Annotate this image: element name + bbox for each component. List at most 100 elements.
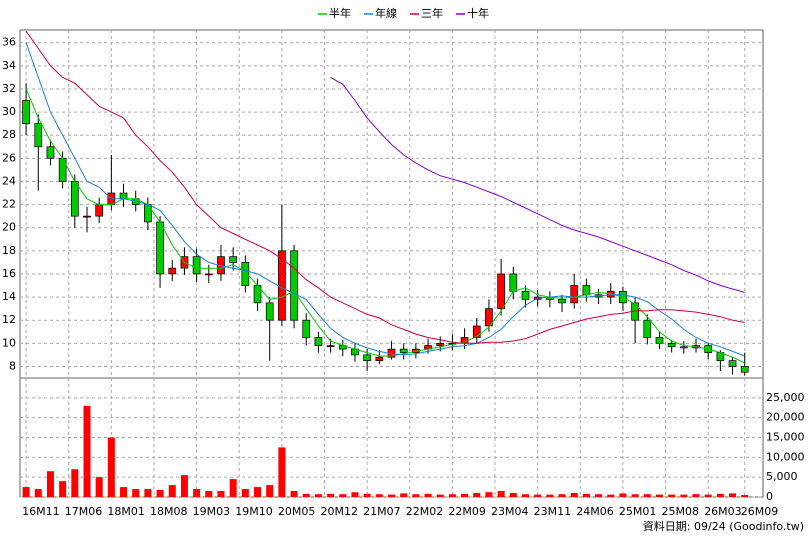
volume-bar xyxy=(180,475,188,497)
candle-body xyxy=(168,267,177,275)
volume-bar xyxy=(241,489,249,497)
volume-bar xyxy=(193,489,201,497)
legend-label: 年線 xyxy=(375,6,397,20)
x-tick-label: 23M11 xyxy=(534,505,572,518)
candle-body xyxy=(95,204,104,217)
y-tick-label: 32 xyxy=(2,82,16,95)
x-tick-label: 19M03 xyxy=(193,505,231,518)
y-tick-label: 34 xyxy=(2,59,16,72)
volume-tick-label: 20,000 xyxy=(766,411,805,424)
candle-body xyxy=(314,337,323,346)
volume-bar xyxy=(278,447,286,497)
volume-bar xyxy=(339,494,347,497)
volume-bar xyxy=(168,485,176,497)
volume-bar xyxy=(668,494,676,497)
x-tick-label: 20M05 xyxy=(278,505,316,518)
volume-bar xyxy=(388,494,395,497)
x-tick-label: 22M09 xyxy=(448,505,486,518)
x-tick-label: 23M04 xyxy=(491,505,529,518)
y-tick-label: 28 xyxy=(2,128,16,141)
x-tick-label: 25M08 xyxy=(662,505,700,518)
candle-body xyxy=(643,319,652,338)
y-tick-label: 14 xyxy=(2,290,16,303)
volume-bar xyxy=(643,494,651,497)
candle-body xyxy=(509,273,518,292)
candle-body xyxy=(655,337,664,344)
candle-body xyxy=(22,100,30,124)
volume-bar xyxy=(558,494,566,497)
ma-line xyxy=(25,42,745,357)
x-tick-label: 26M09 xyxy=(741,505,779,518)
y-tick-label: 12 xyxy=(2,313,16,326)
ma-line xyxy=(25,30,745,344)
volume-bar xyxy=(95,477,103,497)
volume-bar xyxy=(351,492,359,497)
candle-body xyxy=(119,192,128,200)
volume-bar xyxy=(680,494,688,497)
volume-tick-label: 10,000 xyxy=(766,450,805,463)
volume-bar xyxy=(83,405,91,497)
candle-body xyxy=(70,181,79,217)
x-tick-label: 19M10 xyxy=(235,505,273,518)
candle-body xyxy=(265,302,274,321)
volume-bar xyxy=(229,479,237,497)
candle-body xyxy=(740,366,749,373)
x-tick-label: 26M03 xyxy=(704,505,742,518)
candle-body xyxy=(290,250,298,321)
volume-bar xyxy=(363,493,371,497)
volume-bar xyxy=(46,471,54,497)
x-tick-label: 16M11 xyxy=(22,505,60,518)
volume-bar xyxy=(412,494,420,497)
candle-body xyxy=(34,123,43,148)
volume-bar xyxy=(570,493,578,497)
volume-bar xyxy=(132,489,140,497)
volume-bar xyxy=(729,493,737,497)
volume-bar xyxy=(448,494,456,497)
y-tick-label: 26 xyxy=(2,151,16,164)
legend-label: 三年 xyxy=(421,6,443,20)
y-tick-label: 18 xyxy=(2,244,16,257)
volume-bar xyxy=(607,494,615,497)
candle-body xyxy=(667,342,676,348)
volume-bar xyxy=(509,493,517,497)
volume-bar xyxy=(34,489,42,497)
x-tick-label: 24M06 xyxy=(576,505,614,518)
volume-bar xyxy=(595,494,603,497)
volume-bar xyxy=(692,494,700,497)
volume-bar xyxy=(22,487,30,497)
x-tick-label: 17M06 xyxy=(65,505,103,518)
candle-body xyxy=(302,319,311,338)
candle-body xyxy=(497,273,505,309)
volume-bar xyxy=(741,495,749,497)
candle-body xyxy=(229,256,238,263)
volume-bar xyxy=(424,493,432,497)
volume-bar xyxy=(400,493,408,497)
y-tick-label: 10 xyxy=(2,336,16,349)
volume-bar xyxy=(546,494,554,497)
candle-body xyxy=(679,346,688,349)
volume-bar xyxy=(375,494,383,497)
candle-body xyxy=(570,285,579,304)
y-tick-label: 20 xyxy=(2,221,16,234)
candle-body xyxy=(58,157,67,182)
volume-bar xyxy=(582,493,590,497)
legend-label: 十年 xyxy=(467,6,489,20)
volume-bar xyxy=(254,487,262,497)
x-tick-label: 25M01 xyxy=(619,505,657,518)
candle-body xyxy=(521,290,530,300)
volume-bar xyxy=(156,489,164,497)
volume-bar xyxy=(205,491,213,497)
volume-bar xyxy=(497,491,505,497)
x-tick-label: 18M08 xyxy=(150,505,188,518)
volume-bar xyxy=(619,493,627,497)
candle-body xyxy=(326,345,335,347)
candle-body xyxy=(363,354,371,362)
candle-body xyxy=(485,308,493,327)
plot-frame xyxy=(19,29,764,498)
volume-bar xyxy=(314,494,322,497)
volume-bar xyxy=(266,485,274,497)
candle-body xyxy=(728,360,737,367)
volume-bar xyxy=(71,469,79,497)
y-tick-label: 24 xyxy=(2,174,16,187)
